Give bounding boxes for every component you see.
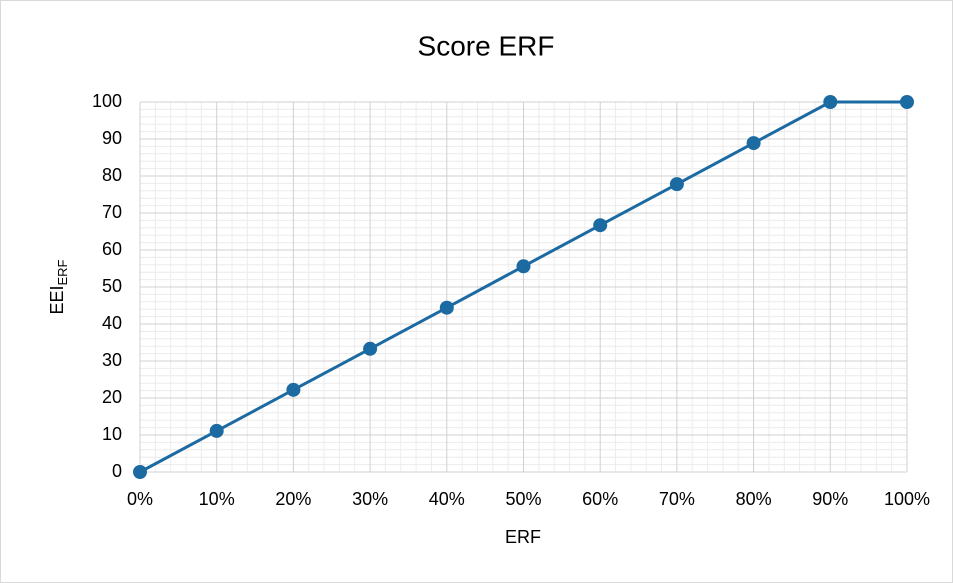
marker [900,95,914,109]
x-tick-label: 100% [884,489,930,509]
marker [439,300,454,315]
marker [746,136,761,151]
y-tick-label: 100 [92,91,122,111]
marker [209,423,224,438]
x-tick-label: 40% [429,489,465,509]
x-tick-label: 80% [736,489,772,509]
y-tick-label: 90 [102,128,122,148]
y-tick-label: 50 [102,276,122,296]
y-tick-label: 60 [102,239,122,259]
y-tick-label: 70 [102,202,122,222]
y-tick-label: 20 [102,387,122,407]
y-axis-label: EEIERF [47,259,71,314]
y-axis-label-subscript: ERF [55,259,70,285]
marker [593,218,608,233]
x-tick-label: 30% [352,489,388,509]
y-tick-label: 80 [102,165,122,185]
y-tick-label: 40 [102,313,122,333]
x-tick-label: 70% [659,489,695,509]
y-tick-label: 0 [112,461,122,481]
marker [286,382,301,397]
x-tick-label: 20% [275,489,311,509]
marker [363,341,378,356]
x-tick-label: 90% [812,489,848,509]
x-tick-label: 60% [582,489,618,509]
marker [823,95,838,109]
x-tick-label: 10% [199,489,235,509]
x-axis-label: ERF [505,527,541,547]
chart-title: Score ERF [418,30,555,61]
y-tick-label: 10 [102,424,122,444]
marker [133,465,147,479]
marker [669,177,684,192]
x-tick-label: 0% [127,489,153,509]
y-axis-label-main: EEI [47,285,67,314]
y-tick-label: 30 [102,350,122,370]
x-tick-label: 50% [505,489,541,509]
marker [516,259,531,274]
